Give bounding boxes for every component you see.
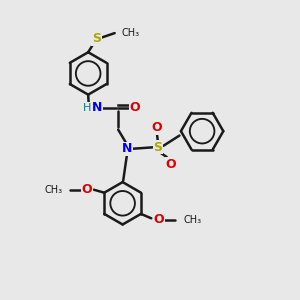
- Text: O: O: [130, 101, 140, 114]
- Text: S: S: [153, 141, 163, 154]
- Text: N: N: [92, 101, 102, 114]
- Text: N: N: [122, 142, 132, 155]
- Text: O: O: [165, 158, 176, 171]
- Text: H: H: [83, 103, 92, 112]
- Text: O: O: [81, 183, 92, 196]
- Text: CH₃: CH₃: [183, 215, 201, 225]
- Text: S: S: [92, 32, 101, 46]
- Text: O: O: [151, 121, 162, 134]
- Text: O: O: [153, 213, 164, 226]
- Text: CH₃: CH₃: [44, 185, 62, 195]
- Text: CH₃: CH₃: [122, 28, 140, 38]
